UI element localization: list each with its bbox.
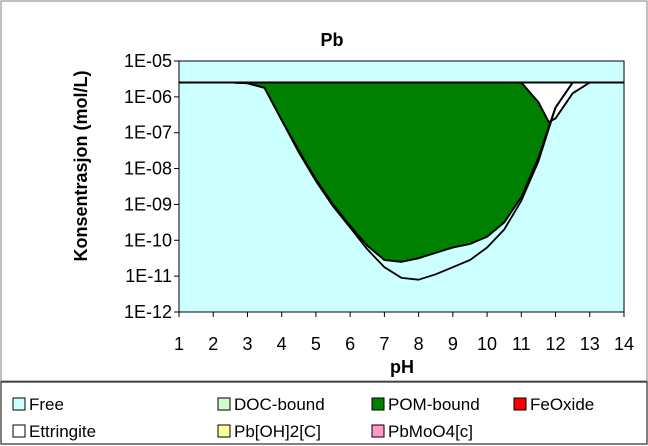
y-axis-ticks: 1E-12 1E-11 1E-10 1E-09 1E-08 1E-07 1E-06 1E-05: [124, 51, 179, 322]
y-tick-label: 1E-08: [124, 159, 172, 179]
legend-label-free: Free: [29, 395, 64, 414]
legend-label-ettringite: Ettringite: [29, 422, 96, 441]
x-tick-label: 11: [512, 334, 531, 354]
legend: Free DOC-bound POM-bound FeOxide Ettringite P…: [12, 395, 594, 441]
x-tick-label: 10: [477, 334, 497, 354]
x-tick-label: 6: [345, 334, 355, 354]
legend-swatch-pb-oh-2-c: [217, 424, 231, 438]
legend-label-pb-oh-2-c: Pb[OH]2[C]: [234, 422, 321, 441]
legend-swatch-pbmoo4-c: [371, 424, 385, 438]
y-tick-label: 1E-10: [124, 230, 172, 250]
y-tick-label: 1E-06: [124, 87, 172, 107]
series-area-ettringite: [179, 82, 624, 122]
series-line-pom-bound: [179, 81, 624, 263]
legend-swatch-feoxide: [513, 397, 527, 411]
legend-label-feoxide: FeOxide: [530, 395, 594, 414]
x-tick-label: 9: [448, 334, 458, 354]
plot-frame: [178, 60, 625, 313]
legend-swatch-pom-bound: [371, 397, 385, 411]
y-tick-label: 1E-09: [124, 194, 172, 214]
x-tick-label: 14: [614, 334, 634, 354]
y-tick-label: 1E-05: [124, 51, 172, 71]
y-tick-label: 1E-12: [124, 302, 172, 322]
x-tick-label: 3: [242, 334, 252, 354]
x-tick-label: 4: [277, 334, 287, 354]
plot-area: [178, 60, 625, 313]
legend-box: [0, 381, 648, 445]
x-tick-label: 8: [414, 334, 424, 354]
legend-label-doc-bound: DOC-bound: [234, 395, 325, 414]
legend-swatch-free: [12, 397, 26, 411]
x-tick-label: 1: [174, 334, 184, 354]
x-tick-label: 12: [546, 334, 566, 354]
series-area-pom-bound: [179, 82, 624, 262]
legend-label-pom-bound: POM-bound: [388, 395, 480, 414]
y-tick-label: 1E-07: [124, 123, 172, 143]
x-tick-label: 2: [208, 334, 218, 354]
x-tick-label: 13: [580, 334, 600, 354]
legend-label-pbmoo4-c: PbMoO4[c]: [388, 422, 473, 441]
y-axis-label: Konsentrasjon (mol/L): [71, 70, 91, 261]
legend-swatch-doc-bound: [217, 397, 231, 411]
x-axis-label: pH: [390, 357, 414, 377]
y-tick-label: 1E-11: [125, 266, 172, 286]
legend-swatch-ettringite: [12, 424, 26, 438]
x-tick-label: 7: [379, 334, 389, 354]
x-axis-ticks: 1 2 3 4 5 6 7 8 9 10 11 12 13 14: [174, 312, 634, 354]
chart-title: Pb: [320, 30, 343, 50]
x-tick-label: 5: [311, 334, 321, 354]
